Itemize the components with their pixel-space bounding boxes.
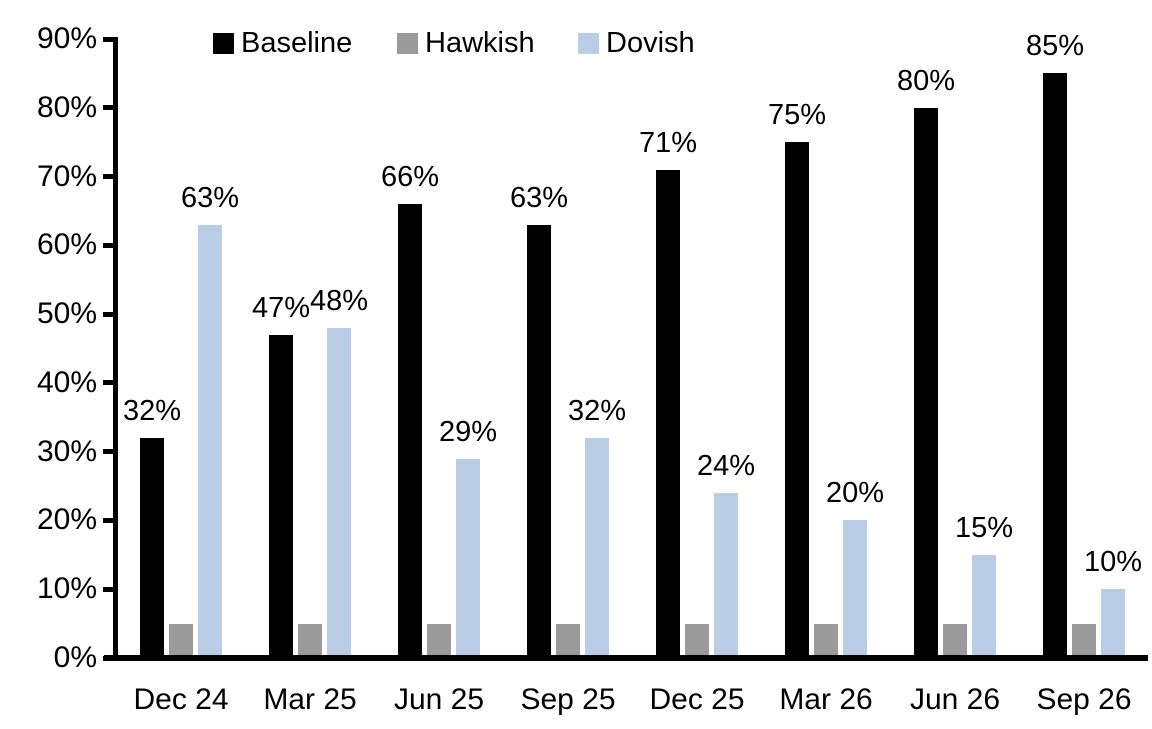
y-axis-tick bbox=[103, 449, 118, 454]
data-label-dovish-mar-25: 48% bbox=[309, 285, 369, 317]
bar-hawkish-jun-25 bbox=[427, 624, 451, 658]
plot-area: 32% 63% 47% 48% 66% 29% 63% 32% 71% 24% 75% 20% 80% 1… bbox=[117, 31, 1148, 658]
data-label-baseline-jun-26: 80% bbox=[896, 65, 956, 97]
y-axis-tick-label: 90% bbox=[36, 22, 97, 55]
bar-baseline-jun-25 bbox=[398, 204, 422, 658]
y-axis-tick-label: 60% bbox=[36, 228, 97, 261]
bar-baseline-dec-25 bbox=[656, 170, 680, 658]
data-label-dovish-dec-25: 24% bbox=[696, 450, 756, 482]
y-axis-tick bbox=[103, 312, 118, 317]
bar-baseline-jun-26 bbox=[914, 108, 938, 658]
y-axis-tick-label: 50% bbox=[36, 297, 97, 330]
legend-label: Baseline bbox=[241, 27, 353, 59]
y-axis-tick bbox=[103, 174, 118, 179]
data-label-dovish-jun-25: 29% bbox=[438, 416, 498, 448]
y-axis-tick-label: 30% bbox=[36, 435, 97, 468]
y-axis-tick bbox=[103, 380, 118, 385]
bar-baseline-mar-25 bbox=[269, 335, 293, 658]
bar-dovish-sep-25 bbox=[585, 438, 609, 658]
x-axis-label-jun-25: Jun 25 bbox=[393, 683, 485, 716]
legend-swatch-baseline bbox=[213, 32, 234, 54]
data-label-baseline-mar-25: 47% bbox=[251, 292, 311, 324]
y-axis-tick-label: 40% bbox=[36, 366, 97, 399]
data-label-dovish-dec-24: 63% bbox=[180, 182, 240, 214]
y-axis-tick-label: 80% bbox=[36, 91, 97, 124]
x-axis-label-mar-25: Mar 25 bbox=[263, 683, 357, 716]
data-label-baseline-sep-25: 63% bbox=[509, 182, 569, 214]
bar-hawkish-dec-25 bbox=[685, 624, 709, 658]
bar-hawkish-mar-26 bbox=[814, 624, 838, 658]
x-axis-label-mar-26: Mar 26 bbox=[779, 683, 873, 716]
y-axis-tick-label: 20% bbox=[36, 503, 97, 536]
bar-dovish-mar-25 bbox=[327, 328, 351, 658]
bar-dovish-dec-24 bbox=[198, 225, 222, 658]
y-axis-tick bbox=[103, 518, 118, 523]
y-axis-tick-label: 0% bbox=[53, 641, 97, 674]
bar-baseline-mar-26 bbox=[785, 142, 809, 658]
data-label-baseline-dec-24: 32% bbox=[122, 395, 182, 427]
data-label-baseline-jun-25: 66% bbox=[380, 161, 440, 193]
bar-dovish-mar-26 bbox=[843, 520, 867, 658]
bar-hawkish-sep-25 bbox=[556, 624, 580, 658]
x-axis-label-dec-25: Dec 25 bbox=[649, 683, 745, 716]
data-label-baseline-sep-26: 85% bbox=[1025, 30, 1085, 62]
bar-dovish-sep-26 bbox=[1101, 589, 1125, 658]
bar-hawkish-dec-24 bbox=[169, 624, 193, 658]
bar-dovish-jun-26 bbox=[972, 555, 996, 658]
x-axis-line bbox=[104, 655, 1148, 661]
legend-item-baseline: Baseline bbox=[213, 26, 352, 60]
y-axis-tick-label: 70% bbox=[36, 160, 97, 193]
data-label-dovish-jun-26: 15% bbox=[954, 512, 1014, 544]
y-axis-tick bbox=[103, 243, 118, 248]
x-axis-label-jun-26: Jun 26 bbox=[909, 683, 1001, 716]
y-axis-tick bbox=[103, 37, 118, 42]
bar-baseline-sep-26 bbox=[1043, 73, 1067, 658]
data-label-baseline-dec-25: 71% bbox=[638, 127, 698, 159]
data-label-baseline-mar-26: 75% bbox=[767, 99, 827, 131]
bar-hawkish-sep-26 bbox=[1072, 624, 1096, 658]
bar-hawkish-mar-25 bbox=[298, 624, 322, 658]
bar-dovish-jun-25 bbox=[456, 459, 480, 658]
legend-swatch-dovish bbox=[578, 32, 599, 54]
y-axis-line bbox=[113, 37, 118, 661]
data-label-dovish-sep-25: 32% bbox=[567, 395, 627, 427]
legend-swatch-hawkish bbox=[397, 32, 418, 54]
legend-item-hawkish: Hawkish bbox=[397, 26, 535, 60]
bar-hawkish-jun-26 bbox=[943, 624, 967, 658]
y-axis-tick-label: 10% bbox=[36, 572, 97, 605]
bar-dovish-dec-25 bbox=[714, 493, 738, 658]
data-label-dovish-sep-26: 10% bbox=[1083, 546, 1143, 578]
legend-label: Hawkish bbox=[425, 27, 535, 59]
legend-item-dovish: Dovish bbox=[578, 26, 695, 60]
bar-baseline-sep-25 bbox=[527, 225, 551, 658]
x-axis: Dec 24 Mar 25 Jun 25 Sep 25 Dec 25 Mar 26 Jun … bbox=[0, 682, 1152, 722]
x-axis-label-dec-24: Dec 24 bbox=[133, 683, 229, 716]
bar-baseline-dec-24 bbox=[140, 438, 164, 658]
x-axis-label-sep-26: Sep 26 bbox=[1036, 683, 1132, 716]
legend-label: Dovish bbox=[606, 27, 695, 59]
data-label-dovish-mar-26: 20% bbox=[825, 477, 885, 509]
y-axis-tick bbox=[103, 587, 118, 592]
y-axis-tick bbox=[103, 105, 118, 110]
x-axis-label-sep-25: Sep 25 bbox=[520, 683, 616, 716]
